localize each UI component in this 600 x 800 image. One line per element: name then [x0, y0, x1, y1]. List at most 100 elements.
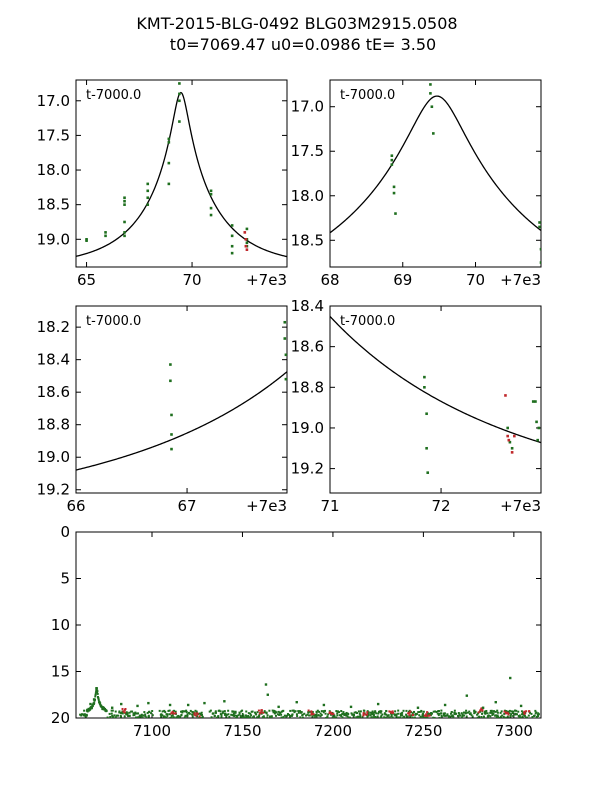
data-point: [430, 105, 434, 109]
data-point: [366, 713, 369, 716]
data-point: [94, 695, 97, 698]
data-point: [438, 712, 441, 715]
data-point: [215, 716, 218, 718]
data-point: [228, 715, 231, 718]
data-point: [518, 716, 521, 718]
data-point: [443, 712, 446, 715]
data-point: [477, 711, 480, 714]
data-point: [185, 711, 188, 714]
data-point: [243, 716, 246, 718]
data-point: [284, 377, 287, 381]
plot-area: [330, 315, 541, 474]
data-point: [510, 451, 514, 454]
data-point: [510, 713, 513, 716]
data-point: [166, 713, 169, 716]
data-point: [397, 709, 400, 712]
data-point: [275, 711, 278, 714]
data-point: [280, 713, 283, 716]
data-point: [453, 713, 456, 716]
data-point: [148, 710, 151, 713]
data-point: [311, 715, 314, 718]
data-point: [136, 704, 139, 708]
data-point: [489, 711, 492, 714]
data-point: [341, 716, 344, 718]
data-point: [244, 244, 248, 248]
data-point: [401, 711, 404, 714]
data-point: [244, 237, 248, 241]
data-point: [464, 712, 467, 715]
data-point: [416, 706, 420, 709]
data-point: [198, 715, 201, 718]
data-point: [120, 702, 123, 706]
data-point: [159, 713, 162, 716]
data-point: [506, 434, 509, 438]
data-point: [435, 710, 438, 713]
data-point: [405, 709, 408, 712]
data-point: [438, 716, 441, 718]
data-point: [393, 713, 396, 716]
panel-annotation: t-7000.0: [86, 314, 141, 329]
data-point: [367, 713, 370, 716]
data-point: [354, 711, 357, 714]
data-point: [191, 715, 194, 718]
data-point: [332, 712, 335, 715]
data-point: [84, 715, 87, 718]
data-point: [178, 82, 181, 85]
data-point: [209, 213, 213, 217]
data-point: [390, 715, 393, 718]
data-point: [110, 709, 113, 712]
data-point: [481, 706, 485, 709]
data-point: [338, 714, 341, 717]
x-offset-label: +7e3: [246, 271, 287, 289]
data-point: [217, 715, 220, 718]
data-point: [536, 438, 539, 442]
data-point: [422, 710, 425, 713]
data-point: [512, 710, 515, 713]
data-point: [106, 716, 109, 718]
data-point: [449, 712, 452, 715]
data-point: [246, 716, 249, 718]
data-point: [496, 709, 499, 712]
data-point: [471, 715, 474, 718]
data-point: [172, 716, 175, 718]
data-point: [315, 710, 318, 713]
data-point: [255, 716, 258, 718]
data-point: [146, 182, 150, 186]
data-point: [517, 710, 520, 713]
data-point: [220, 715, 223, 718]
data-point: [307, 711, 310, 714]
data-point: [105, 709, 108, 712]
data-point: [356, 712, 359, 715]
data-point: [223, 700, 226, 703]
data-point: [450, 711, 453, 714]
data-point: [319, 712, 322, 715]
data-point: [230, 224, 234, 227]
data-point: [476, 713, 479, 716]
data-point: [381, 713, 384, 716]
data-point: [170, 447, 173, 451]
data-point: [123, 220, 126, 224]
data-point: [490, 709, 493, 712]
data-point: [525, 716, 528, 718]
data-point: [123, 203, 126, 206]
y-tick-label: 10: [51, 616, 70, 634]
data-point: [262, 711, 265, 714]
data-point: [330, 712, 333, 715]
data-point: [150, 712, 153, 715]
data-point: [178, 92, 181, 96]
data-point: [428, 714, 431, 717]
data-point: [186, 713, 189, 716]
data-point: [408, 711, 411, 714]
data-point: [185, 709, 188, 712]
data-point: [301, 713, 304, 716]
data-point: [410, 714, 413, 717]
data-point: [232, 710, 235, 713]
data-point: [457, 715, 460, 718]
data-point: [327, 713, 330, 716]
y-tick-label: 18.4: [291, 297, 324, 315]
data-point: [392, 711, 395, 714]
data-point: [333, 715, 336, 718]
data-point: [214, 710, 217, 713]
data-point: [209, 189, 213, 193]
